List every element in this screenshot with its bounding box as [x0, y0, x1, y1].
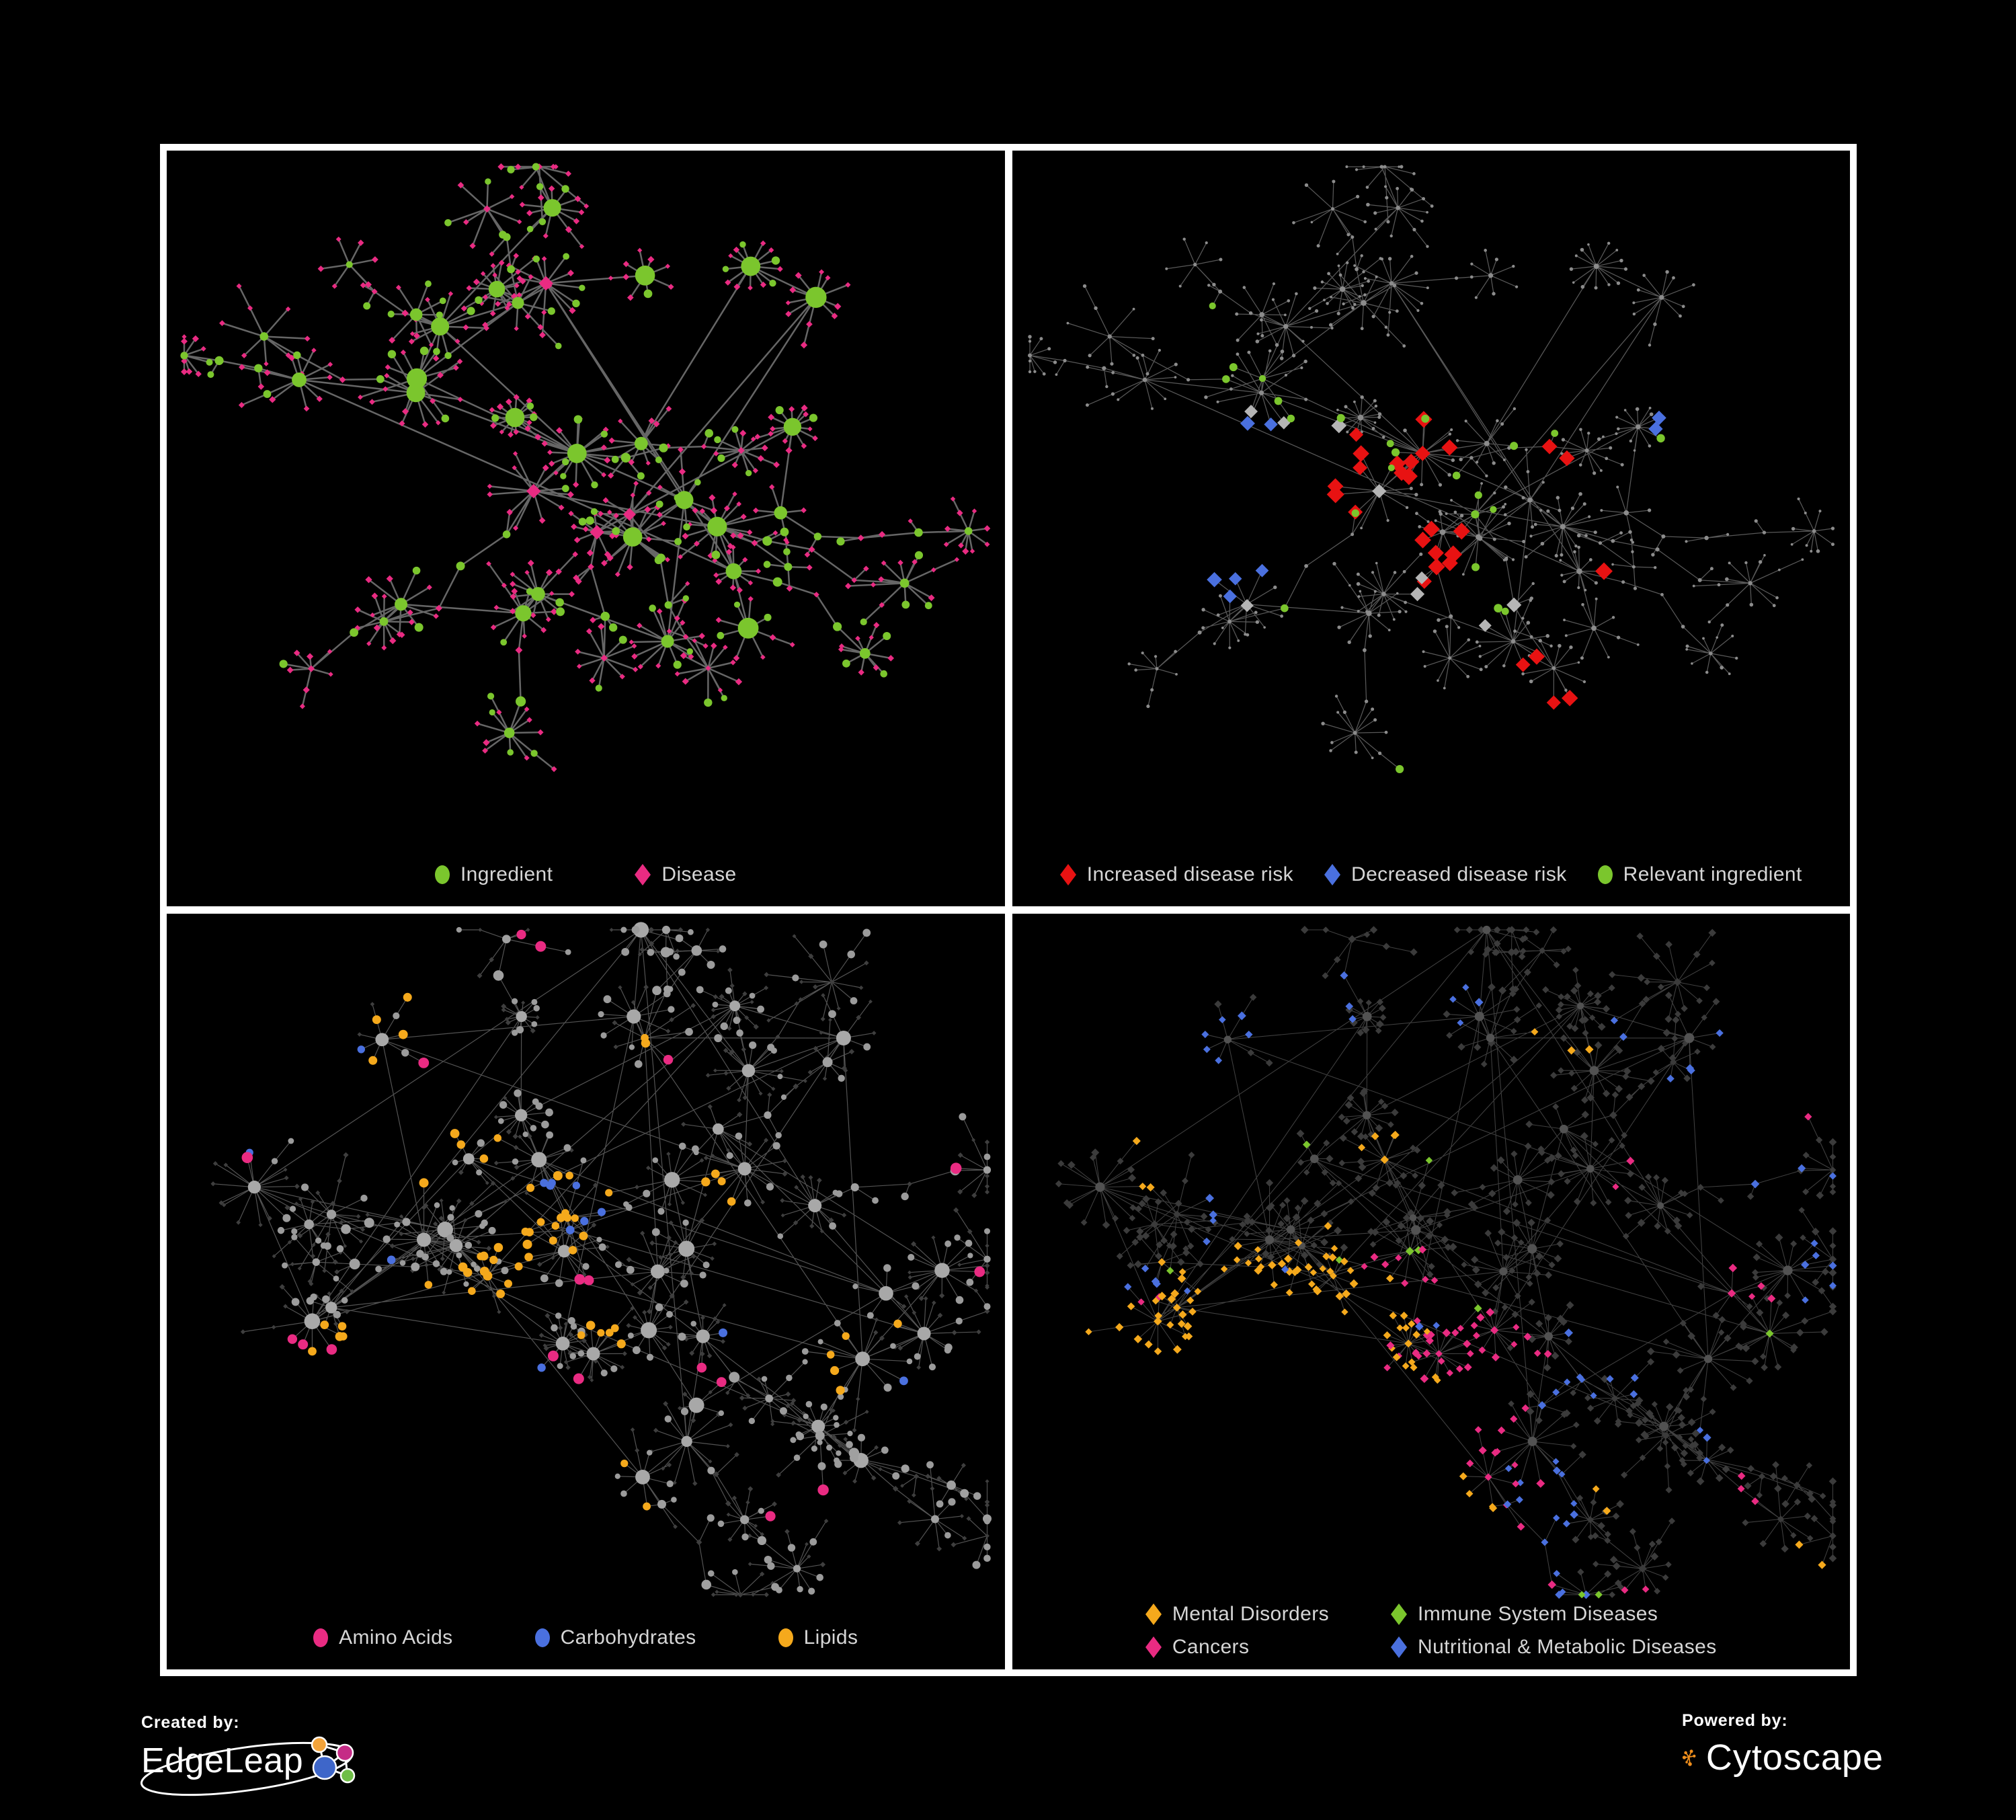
- panel-disease-risk: Increased disease risk Decreased disease …: [1012, 151, 1851, 906]
- legend-label: Amino Acids: [339, 1626, 453, 1649]
- legend-label: Carbohydrates: [560, 1626, 696, 1649]
- panel-disease-categories: Mental Disorders Cancers Immune System Dis…: [1012, 914, 1851, 1669]
- cytoscape-logo-icon: [1682, 1749, 1696, 1766]
- legend-compound-classes: Amino Acids Carbohydrates Lipids: [167, 1626, 1005, 1649]
- legend-item-relevant-ingredient: Relevant ingredient: [1597, 863, 1802, 886]
- legend-label: Immune System Diseases: [1418, 1603, 1658, 1625]
- diamond-marker: [1145, 1604, 1162, 1625]
- legend-label: Mental Disorders: [1172, 1603, 1329, 1625]
- legend-ingredient-disease: Ingredient Disease: [167, 863, 1005, 886]
- legend-item-increased-disease-risk: Increased disease risk: [1059, 863, 1294, 886]
- panel-grid-frame: Ingredient Disease Increased disease risk…: [160, 144, 1857, 1676]
- circle-marker: [313, 1628, 329, 1647]
- legend-item-disease: Disease: [635, 863, 736, 886]
- circle-marker: [434, 865, 450, 884]
- legend-label: Ingredient: [460, 863, 553, 885]
- diamond-marker: [1145, 1636, 1162, 1658]
- network-canvas-disease-categories: [1055, 925, 1837, 1599]
- legend-item-immune-system-diseases: Immune System Diseases: [1391, 1603, 1717, 1626]
- legend-label: Increased disease risk: [1086, 863, 1294, 885]
- powered-by-label: Powered by:: [1682, 1711, 1788, 1730]
- legend-item-lipids: Lipids: [778, 1626, 858, 1649]
- legend-label: Lipids: [803, 1626, 858, 1649]
- edgeleap-wordmark: EdgeLeap: [141, 1741, 304, 1780]
- diamond-marker: [1391, 1604, 1407, 1625]
- legend-label: Disease: [661, 863, 737, 885]
- legend-label: Nutritional & Metabolic Diseases: [1418, 1636, 1717, 1658]
- legend-item-amino-acids: Amino Acids: [313, 1626, 452, 1649]
- panel-compound-classes: Amino Acids Carbohydrates Lipids: [167, 914, 1005, 1669]
- edgeleap-logo-icon: [311, 1736, 356, 1784]
- legend-item-ingredient: Ingredient: [434, 863, 553, 886]
- legend-label: Decreased disease risk: [1351, 863, 1567, 885]
- circle-marker: [1597, 865, 1613, 884]
- legend-label: Relevant ingredient: [1623, 863, 1802, 885]
- legend-disease-risk: Increased disease risk Decreased disease …: [1012, 863, 1851, 886]
- legend-item-nutritional-metabolic-diseases: Nutritional & Metabolic Diseases: [1391, 1636, 1717, 1659]
- network-canvas-ingredient-disease: [180, 163, 991, 773]
- legend-item-cancers: Cancers: [1145, 1636, 1329, 1659]
- created-by-label: Created by:: [141, 1713, 240, 1732]
- legend-label: Cancers: [1172, 1636, 1250, 1658]
- diamond-marker: [1059, 864, 1076, 885]
- legend-disease-categories: Mental Disorders Cancers Immune System Dis…: [1012, 1603, 1851, 1659]
- diamond-marker: [635, 864, 651, 885]
- circle-marker: [534, 1628, 550, 1647]
- powered-by-block: Powered by: Cytoscape: [1682, 1711, 1884, 1782]
- legend-item-carbohydrates: Carbohydrates: [534, 1626, 696, 1649]
- network-canvas-disease-risk: [1027, 165, 1834, 774]
- legend-item-mental-disorders: Mental Disorders: [1145, 1603, 1329, 1626]
- diamond-marker: [1391, 1636, 1407, 1658]
- cytoscape-wordmark: Cytoscape: [1705, 1737, 1884, 1778]
- legend-item-decreased-disease-risk: Decreased disease risk: [1324, 863, 1567, 886]
- diamond-marker: [1324, 864, 1341, 885]
- network-canvas-compound-classes: [210, 922, 992, 1598]
- created-by-block: Created by: EdgeLeap: [140, 1713, 370, 1796]
- panel-ingredient-disease: Ingredient Disease: [167, 151, 1005, 906]
- circle-marker: [778, 1628, 793, 1647]
